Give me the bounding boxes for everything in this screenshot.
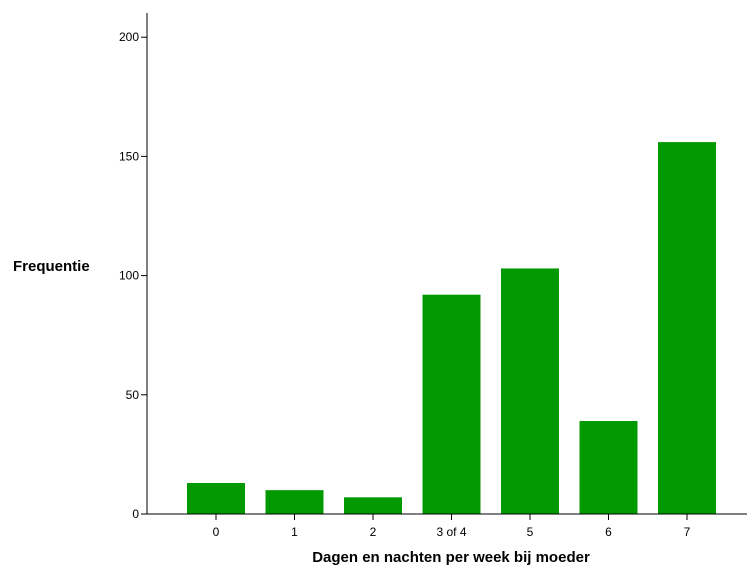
y-tick-label: 200 <box>119 30 139 44</box>
bar-7 <box>658 142 716 514</box>
x-tick-label: 7 <box>684 525 691 539</box>
y-tick-label: 0 <box>132 507 139 521</box>
x-tick-label: 5 <box>527 525 534 539</box>
bar-0 <box>187 483 245 514</box>
y-axis-title: Frequentie <box>13 258 90 275</box>
bar-6 <box>579 421 638 514</box>
y-ticks: 0 50 100 150 200 <box>119 30 147 521</box>
x-axis-title: Dagen en nachten per week bij moeder <box>312 549 590 566</box>
y-tick-label: 100 <box>119 269 139 283</box>
bar-3-of-4 <box>422 294 481 514</box>
x-ticks: 0 1 2 3 of 4 5 6 7 <box>213 514 691 539</box>
y-tick-label: 50 <box>126 388 140 402</box>
x-tick-label: 2 <box>370 525 377 539</box>
x-tick-label: 1 <box>291 525 298 539</box>
bar-1 <box>265 490 324 514</box>
x-tick-label: 3 of 4 <box>436 525 466 539</box>
x-tick-label: 6 <box>605 525 612 539</box>
bars <box>187 142 716 514</box>
y-tick-label: 150 <box>119 149 139 163</box>
x-tick-label: 0 <box>213 525 220 539</box>
bar-2 <box>344 497 402 514</box>
bar-5 <box>501 268 559 514</box>
